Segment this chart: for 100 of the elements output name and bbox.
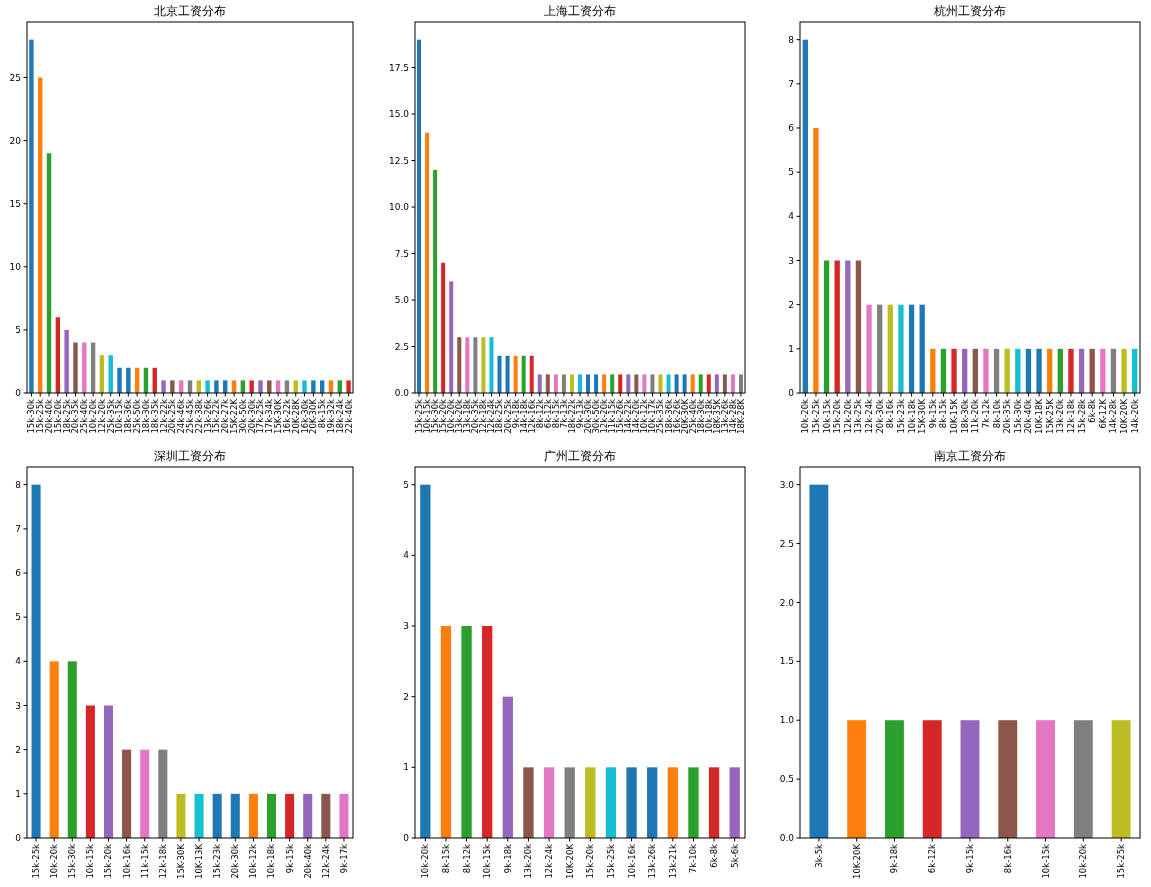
bar bbox=[249, 380, 254, 393]
bar bbox=[170, 380, 175, 393]
bar bbox=[303, 793, 313, 838]
bar bbox=[122, 749, 132, 838]
x-tick-label: 18k-35k bbox=[149, 398, 160, 434]
x-tick-label: 10k-16k bbox=[121, 843, 132, 879]
bar bbox=[1132, 348, 1138, 393]
y-tick-label: 1 bbox=[15, 788, 21, 799]
bar bbox=[311, 380, 316, 393]
x-tick-label: 8k-15k bbox=[317, 398, 328, 429]
y-tick-label: 4 bbox=[15, 656, 22, 667]
bar bbox=[420, 484, 431, 838]
bar bbox=[594, 374, 599, 393]
y-tick-label: 10.0 bbox=[388, 202, 410, 213]
x-tick-label: 22k-38k bbox=[193, 398, 204, 434]
x-tick-label: 17k-34k bbox=[264, 398, 275, 434]
bar bbox=[855, 260, 862, 393]
bar bbox=[266, 793, 277, 838]
bar bbox=[951, 348, 957, 393]
chart-title: 南京工资分布 bbox=[934, 449, 1006, 463]
y-tick-label: 6 bbox=[15, 568, 22, 579]
x-tick-label: 30k-50k bbox=[591, 398, 602, 434]
x-tick-label: 18K-35K bbox=[711, 398, 722, 434]
x-tick-label: 13k-20k bbox=[454, 398, 465, 434]
bar bbox=[433, 169, 438, 393]
y-tick-label: 2.0 bbox=[779, 597, 795, 608]
x-tick-label: 20K-30K bbox=[308, 398, 319, 434]
bar bbox=[425, 132, 430, 393]
x-tick-label: 13k-18k bbox=[462, 398, 473, 434]
x-tick-label: 20k-30k bbox=[874, 398, 885, 434]
bar bbox=[158, 749, 168, 838]
bar bbox=[577, 374, 583, 393]
x-tick-label: 9k-17k bbox=[338, 843, 349, 874]
y-tick-label: 3 bbox=[403, 621, 409, 632]
x-tick-label: 15k-25k bbox=[605, 843, 616, 879]
x-tick-label: 15k-30k bbox=[26, 398, 37, 434]
x-tick-label: 20k-40k bbox=[1023, 398, 1034, 434]
bar bbox=[126, 367, 131, 393]
y-tick-label: 1 bbox=[403, 762, 409, 773]
bar bbox=[258, 380, 263, 393]
bar bbox=[690, 374, 695, 393]
bar bbox=[449, 281, 454, 393]
x-tick-label: 8k-15k bbox=[938, 398, 949, 429]
x-tick-label: 15k-30k bbox=[67, 843, 78, 879]
y-tick-label: 6 bbox=[788, 123, 795, 134]
x-tick-label: 15k-20k bbox=[438, 398, 449, 434]
bar bbox=[658, 374, 663, 393]
bar bbox=[1036, 348, 1042, 393]
bar bbox=[1121, 348, 1127, 393]
bar bbox=[545, 374, 550, 393]
x-tick-label: 14k-18k bbox=[518, 398, 529, 434]
bar bbox=[473, 337, 478, 393]
x-tick-label: 15k-25k bbox=[31, 843, 42, 879]
chart-title: 广州工资分布 bbox=[544, 449, 616, 463]
x-tick-label: 20k-30k bbox=[246, 398, 257, 434]
y-tick-label: 25 bbox=[9, 72, 21, 83]
x-tick-label: 20K-30K bbox=[679, 398, 690, 434]
bar bbox=[465, 337, 470, 393]
x-tick-label: 15k-20k bbox=[832, 398, 843, 434]
y-tick-label: 2 bbox=[788, 299, 794, 310]
x-tick-label: 10k-15k bbox=[482, 843, 493, 879]
bar bbox=[729, 767, 740, 838]
bar bbox=[698, 374, 703, 393]
x-tick-label: 10k-20k bbox=[800, 398, 811, 434]
bar bbox=[585, 767, 596, 838]
y-tick-label: 20 bbox=[9, 135, 22, 146]
bar bbox=[553, 374, 558, 393]
x-tick-label: 16k-26k bbox=[671, 398, 682, 434]
bar bbox=[564, 767, 575, 838]
x-tick-label: 6k-8k bbox=[1087, 398, 1098, 423]
x-tick-label: 30k-50k bbox=[237, 398, 248, 434]
bar bbox=[461, 626, 472, 838]
x-tick-label: 14k-28k bbox=[727, 398, 738, 434]
bar bbox=[834, 260, 840, 393]
bar bbox=[898, 304, 904, 393]
bar bbox=[29, 39, 34, 393]
x-tick-label: 10K-15K bbox=[949, 398, 960, 434]
y-tick-label: 0.0 bbox=[779, 833, 795, 844]
bar bbox=[634, 374, 639, 393]
y-tick-label: 4 bbox=[788, 211, 795, 222]
y-tick-label: 0 bbox=[788, 388, 795, 399]
x-tick-label: 14k-20k bbox=[1129, 398, 1140, 434]
y-tick-label: 3.0 bbox=[779, 479, 795, 490]
y-tick-label: 3 bbox=[15, 700, 21, 711]
x-tick-label: 20K-28K bbox=[290, 398, 301, 434]
bar bbox=[722, 374, 727, 393]
y-tick-label: 15.0 bbox=[388, 109, 410, 120]
bar bbox=[543, 767, 555, 838]
bar bbox=[626, 374, 631, 393]
chart-title: 北京工资分布 bbox=[154, 4, 226, 18]
bar bbox=[1015, 348, 1021, 393]
x-tick-label: 10k-15k bbox=[1040, 843, 1051, 879]
y-tick-label: 15 bbox=[9, 198, 21, 209]
x-tick-label: 6k-8k bbox=[709, 843, 720, 868]
x-tick-label: 18k-30k bbox=[695, 398, 706, 434]
x-tick-label: 12k-20k bbox=[599, 398, 610, 434]
x-tick-label: 12k-24k bbox=[486, 398, 497, 434]
bar bbox=[176, 793, 186, 838]
x-tick-label: 20k-25k bbox=[502, 398, 513, 434]
bar bbox=[1004, 348, 1010, 393]
